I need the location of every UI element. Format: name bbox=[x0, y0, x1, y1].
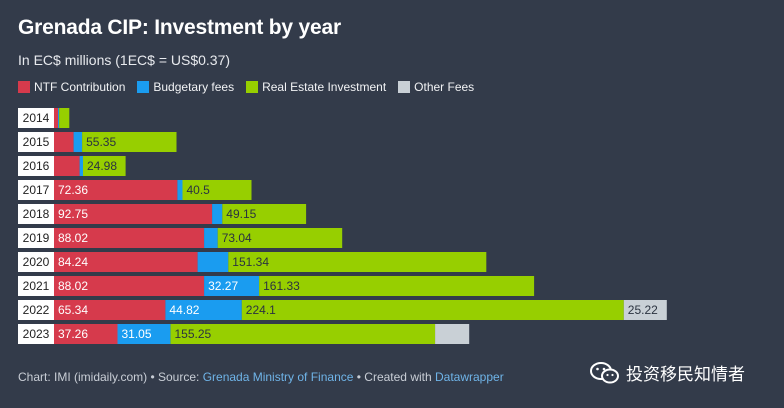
data-label-real-estate: 73.04 bbox=[222, 231, 252, 245]
legend-swatch-other bbox=[398, 81, 411, 93]
year-label: 2015 bbox=[23, 135, 50, 149]
bar-other bbox=[435, 324, 470, 344]
bar-real-estate bbox=[222, 204, 307, 224]
data-label-ntf: 65.34 bbox=[58, 303, 88, 317]
wechat-icon bbox=[590, 361, 619, 383]
legend-label-ntf: NTF Contribution bbox=[34, 80, 126, 94]
data-label-real-estate: 161.33 bbox=[263, 279, 300, 293]
bar-real-estate bbox=[83, 156, 126, 176]
bar-ntf bbox=[54, 324, 118, 344]
source-link[interactable]: Grenada Ministry of Finance bbox=[202, 370, 354, 384]
year-label-bg bbox=[18, 324, 54, 344]
legend-item-other: Other Fees bbox=[398, 80, 474, 94]
year-label: 2021 bbox=[23, 279, 50, 293]
data-label-real-estate: 151.34 bbox=[232, 255, 269, 269]
bar-real-estate bbox=[182, 180, 252, 200]
year-label: 2017 bbox=[23, 183, 50, 197]
year-label-bg bbox=[18, 228, 54, 248]
year-label: 2016 bbox=[23, 159, 50, 173]
year-label-bg bbox=[18, 156, 54, 176]
data-label-budgetary: 32.27 bbox=[208, 279, 238, 293]
legend-item-ntf: NTF Contribution bbox=[18, 80, 125, 94]
bar-budgetary bbox=[117, 324, 171, 344]
data-label-ntf: 88.02 bbox=[58, 231, 88, 245]
data-label-other: 25.22 bbox=[628, 303, 658, 317]
legend-item-real-estate: Real Estate Investment bbox=[246, 80, 386, 94]
bar-ntf bbox=[54, 156, 80, 176]
bar-budgetary bbox=[177, 180, 183, 200]
datawrapper-link[interactable]: Datawrapper bbox=[435, 370, 504, 384]
footer-credit: Chart: IMI (imidaily.com) • Source: bbox=[18, 370, 203, 384]
year-label-bg bbox=[18, 276, 54, 296]
bar-budgetary bbox=[204, 276, 260, 296]
bar-ntf bbox=[54, 204, 213, 224]
bar-ntf bbox=[54, 180, 178, 200]
data-label-real-estate: 40.5 bbox=[187, 183, 211, 197]
year-label: 2019 bbox=[23, 231, 50, 245]
year-label-bg bbox=[18, 132, 54, 152]
chart-footer: Chart: IMI (imidaily.com) • Source: Gren… bbox=[18, 370, 504, 384]
data-label-real-estate: 24.98 bbox=[87, 159, 117, 173]
bar-budgetary bbox=[58, 108, 60, 128]
year-label: 2020 bbox=[23, 255, 50, 269]
legend-swatch-budgetary bbox=[137, 81, 150, 93]
bar-ntf bbox=[54, 300, 166, 320]
year-label: 2018 bbox=[23, 207, 50, 221]
data-label-ntf: 84.24 bbox=[58, 255, 88, 269]
chart-subtitle: In EC$ millions (1EC$ = US$0.37) bbox=[18, 52, 231, 68]
bar-ntf bbox=[54, 252, 198, 272]
stacked-bar-chart: 2014 2015 55.35 2016 24.98 2017 72.36 40.5 2018 9… bbox=[18, 108, 667, 344]
bar-real-estate bbox=[82, 132, 177, 152]
bar-ntf bbox=[54, 228, 205, 248]
year-label-bg bbox=[18, 204, 54, 224]
data-label-budgetary: 44.82 bbox=[169, 303, 199, 317]
data-label-ntf: 88.02 bbox=[58, 279, 88, 293]
chart-legend: NTF Contribution Budgetary fees Real Est… bbox=[18, 80, 486, 94]
data-label-real-estate: 49.15 bbox=[226, 207, 256, 221]
bar-ntf bbox=[54, 108, 59, 128]
legend-label-other: Other Fees bbox=[414, 80, 475, 94]
data-label-ntf: 37.26 bbox=[58, 327, 88, 341]
footer-created-with: • Created with bbox=[353, 370, 435, 384]
data-label-ntf: 92.75 bbox=[58, 207, 88, 221]
data-label-real-estate: 224.1 bbox=[246, 303, 276, 317]
bar-budgetary bbox=[79, 156, 83, 176]
year-label: 2022 bbox=[23, 303, 50, 317]
bar-real-estate bbox=[59, 108, 70, 128]
bar-budgetary bbox=[165, 300, 242, 320]
bar-budgetary bbox=[197, 252, 229, 272]
bar-real-estate bbox=[259, 276, 535, 296]
legend-label-budgetary: Budgetary fees bbox=[153, 80, 235, 94]
year-label: 2023 bbox=[23, 327, 50, 341]
legend-label-real-estate: Real Estate Investment bbox=[262, 80, 387, 94]
chart-title: Grenada CIP: Investment by year bbox=[18, 16, 341, 39]
bar-budgetary bbox=[204, 228, 218, 248]
data-label-real-estate: 55.35 bbox=[86, 135, 116, 149]
data-label-budgetary: 31.05 bbox=[122, 327, 152, 341]
bar-real-estate bbox=[217, 228, 343, 248]
bar-budgetary bbox=[212, 204, 223, 224]
bar-real-estate bbox=[228, 252, 487, 272]
bar-ntf bbox=[54, 132, 74, 152]
watermark-text: 投资移民知情者 bbox=[626, 365, 745, 385]
data-label-ntf: 72.36 bbox=[58, 183, 88, 197]
watermark: 投资移民知情者 bbox=[590, 360, 745, 385]
bar-real-estate bbox=[170, 324, 436, 344]
year-label-bg bbox=[18, 180, 54, 200]
year-label-bg bbox=[18, 300, 54, 320]
year-label-bg bbox=[18, 252, 54, 272]
legend-swatch-ntf bbox=[18, 81, 30, 93]
legend-swatch-real-estate bbox=[246, 81, 259, 93]
bar-real-estate bbox=[241, 300, 624, 320]
bar-budgetary bbox=[73, 132, 83, 152]
bar-other bbox=[623, 300, 667, 320]
year-label: 2014 bbox=[23, 111, 50, 125]
bar-ntf bbox=[54, 276, 205, 296]
data-label-real-estate: 155.25 bbox=[175, 327, 212, 341]
year-label-bg bbox=[18, 108, 54, 128]
legend-item-budgetary: Budgetary fees bbox=[137, 80, 234, 94]
